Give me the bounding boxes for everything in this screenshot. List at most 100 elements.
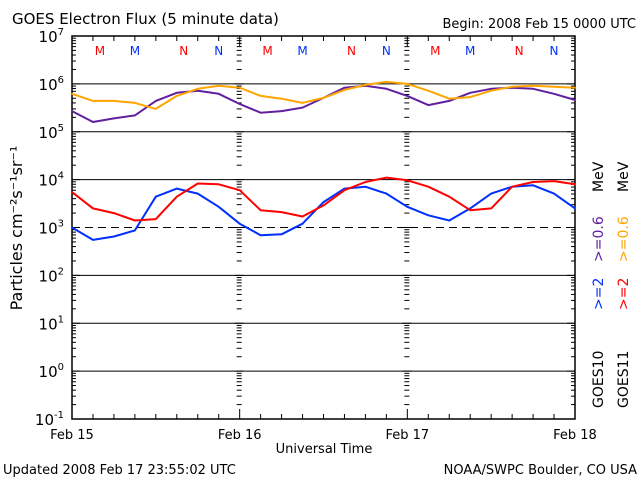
data-point [301,102,304,104]
data-point [406,206,409,208]
data-point [92,121,94,123]
orbit-marker: M [430,44,440,58]
data-point [469,209,472,211]
y-tick-base: 10 [39,315,58,333]
data-point [553,93,555,95]
data-point [406,179,409,182]
y-tick-base: 10 [39,267,58,285]
orbit-marker: M [262,44,272,58]
chart-title: GOES Electron Flux (5 minute data) [12,10,279,28]
data-point [280,110,283,112]
data-point [196,192,199,195]
data-point [448,97,451,100]
data-point [322,201,325,203]
x-tick-label: Feb 16 [218,428,262,443]
data-point [343,86,346,89]
data-point [113,212,115,214]
data-point [553,192,555,195]
data-point [196,87,199,90]
data-point [217,183,220,186]
legend-high: >=2 [591,278,607,310]
data-point [574,183,576,186]
data-point [574,207,576,210]
data-point [427,214,430,217]
data-point [385,81,388,83]
data-point [364,84,367,86]
series-line-goes11-0-6-mev [71,80,576,110]
data-point [448,219,451,222]
y-tick-exponent: 0 [58,362,64,373]
data-point [511,85,513,88]
y-tick-label: 107 [39,27,64,46]
data-point [469,96,472,98]
data-point [280,97,283,100]
data-point [574,86,576,89]
data-point [301,222,304,225]
data-point [280,233,283,236]
data-point [134,229,136,232]
y-tick-base: 10 [39,76,58,94]
y-tick-label: 106 [39,75,64,94]
y-tick-base: 10 [39,172,58,190]
data-point [322,204,325,207]
data-point [532,87,534,90]
data-point [322,97,325,99]
data-point [71,191,73,193]
orbit-marker: N [214,44,223,58]
data-point [553,180,555,182]
data-point [532,181,534,183]
footer-updated: Updated 2008 Feb 17 23:55:02 UTC [3,463,236,478]
data-point [71,226,73,229]
series-line-goes11-2-mev [71,176,576,222]
data-point [343,89,346,91]
data-point [113,100,115,102]
data-point [155,108,157,110]
y-tick-base: 10 [39,220,58,238]
legend-satellite: GOES10 [591,351,607,408]
data-point [155,218,157,220]
x-tick-label: Feb 17 [385,428,429,443]
series-line-goes10-2-mev [71,184,576,241]
y-tick-label: 103 [39,219,64,238]
data-point [259,111,262,114]
orbit-marker: N [382,44,391,58]
y-tick-label: 101 [39,314,64,333]
data-point [427,104,430,106]
data-point [196,89,199,92]
orbit-marker: N [515,44,524,58]
y-tick-base: 10 [35,411,54,429]
data-point [134,102,136,104]
data-point [196,182,199,185]
data-point [448,100,451,102]
y-tick-exponent: 7 [58,27,64,38]
data-point [553,85,555,88]
y-tick-base: 10 [39,363,58,381]
y-tick-exponent: 3 [58,219,64,230]
x-axis-label: Universal Time [276,442,373,457]
data-point [175,95,178,97]
data-point [343,187,346,190]
x-tick-label: Feb 15 [50,428,94,443]
data-point [490,89,492,92]
orbit-marker: M [95,44,105,58]
data-point [238,189,241,192]
legend-low: >=0.6 [616,216,632,262]
orbit-marker: M [130,44,140,58]
legend-unit: MeV [616,161,632,192]
data-point [490,192,492,195]
y-tick-label: 105 [39,123,64,142]
data-point [343,189,346,192]
y-axis-label: Particles cm⁻²s⁻¹sr⁻¹ [7,146,26,311]
data-point [155,100,157,102]
data-point [469,92,472,94]
data-point [259,234,262,237]
legend-unit: MeV [591,161,607,192]
y-tick-label: 104 [39,171,64,190]
data-point [134,219,136,222]
data-point [490,207,492,210]
data-point [427,89,430,92]
data-point [280,211,283,213]
y-tick-label: 10-1 [35,410,64,429]
data-point [238,86,241,89]
